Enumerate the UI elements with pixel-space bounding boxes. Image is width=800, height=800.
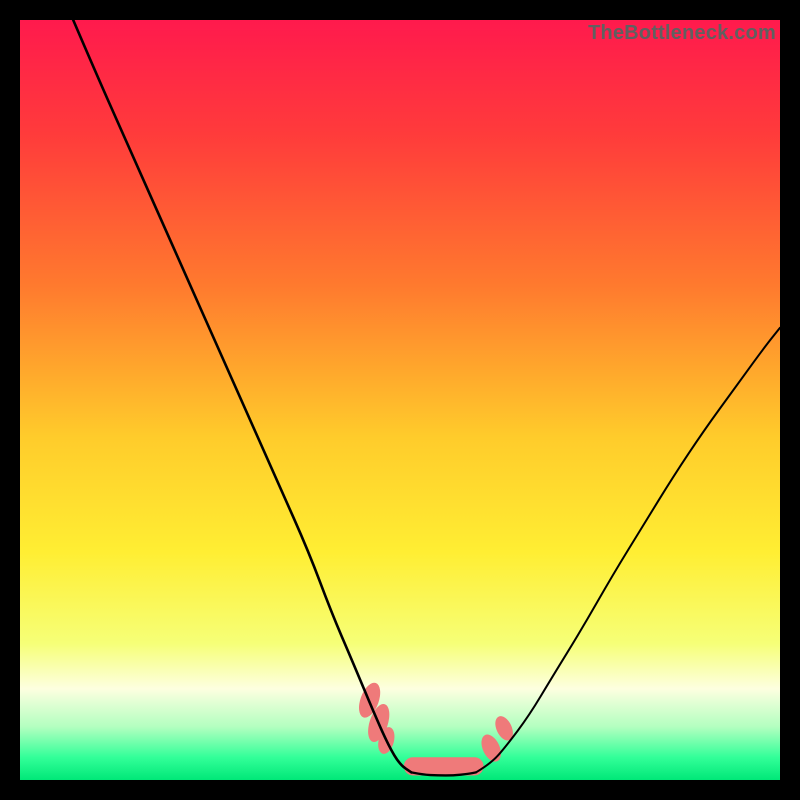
frame-border-left (0, 0, 20, 800)
frame-border-top (0, 0, 800, 20)
watermark-text: TheBottleneck.com (588, 22, 776, 45)
background-gradient (20, 20, 780, 780)
frame-border-right (780, 0, 800, 800)
plot-area (20, 20, 780, 780)
chart-container: TheBottleneck.com (0, 0, 800, 800)
frame-border-bottom (0, 780, 800, 800)
plot-svg (20, 20, 780, 780)
